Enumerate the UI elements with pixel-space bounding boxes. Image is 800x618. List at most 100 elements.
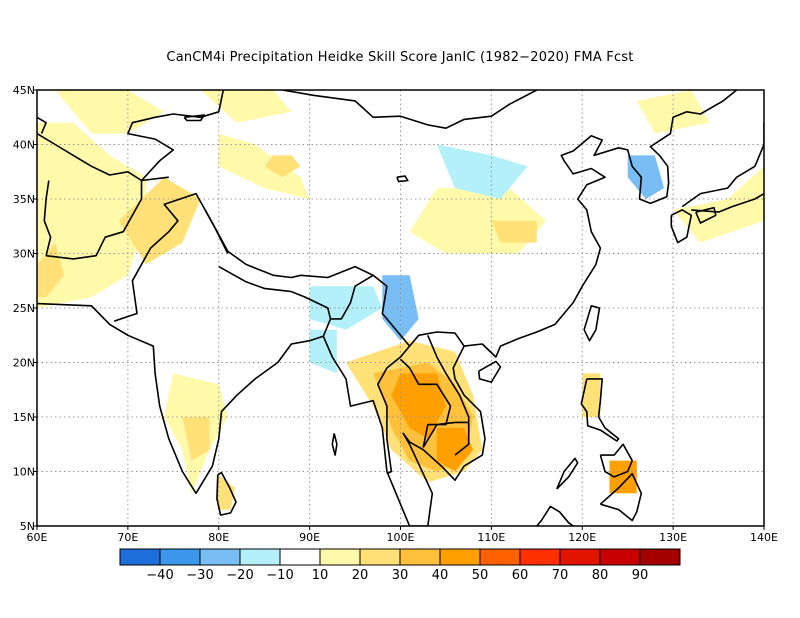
lat-tick-label: 30N	[13, 248, 35, 261]
coastline-iran-afghan	[43, 180, 52, 256]
colorbar-label: 70	[552, 568, 569, 583]
colorbar-swatch	[159, 548, 201, 566]
colorbar-swatch	[639, 548, 681, 566]
colorbar-swatch	[399, 548, 441, 566]
coastline-luzon	[580, 378, 620, 442]
colorbar-swatch	[599, 548, 641, 566]
colorbar-swatch	[559, 548, 601, 566]
lon-tick-label: 100E	[387, 531, 415, 544]
coastline-srilanka-coast	[216, 471, 237, 516]
colorbar-label: 90	[632, 568, 649, 583]
colorbar-swatch	[479, 548, 521, 566]
coastlines-and-borders	[37, 90, 764, 526]
skill-region-ne-china	[636, 90, 710, 134]
coastline-mongolia-china	[282, 90, 538, 129]
coastline-shikoku	[695, 206, 717, 224]
colorbar-swatch	[359, 548, 401, 566]
lon-tick-label: 60E	[27, 531, 48, 544]
lat-tick-label: 10N	[13, 466, 35, 479]
coastline-japan-south	[691, 192, 764, 213]
lat-tick-label: 20N	[13, 357, 35, 370]
coastline-visayas	[599, 443, 634, 478]
lon-tick-label: 80E	[208, 531, 229, 544]
coastline-afghan-pak	[46, 176, 169, 260]
coastline-nepal-south	[218, 265, 292, 293]
colorbar-swatch	[439, 548, 481, 566]
skill-region-japan	[673, 166, 764, 243]
coastline-taiwan	[583, 304, 601, 342]
colorbar-swatch	[519, 548, 561, 566]
lat-tick-label: 45N	[13, 84, 35, 97]
grid-lines	[37, 90, 764, 526]
coastline-japan-kyushu	[670, 209, 693, 244]
skill-region-tibet-blue	[309, 286, 383, 330]
skill-region-philippines	[582, 373, 601, 417]
coastline-myanmar-india	[330, 274, 374, 320]
coastline-laos-vietnam	[427, 334, 470, 456]
skill-region-yunnan-blue	[382, 275, 419, 341]
colorbar-swatch	[119, 548, 161, 566]
colorbar-label: 80	[592, 568, 609, 583]
coastline-asia-mainland	[37, 90, 738, 526]
colorbar-label: −40	[146, 568, 173, 583]
lat-tick-label: 35N	[13, 193, 35, 206]
coastline-andaman	[331, 433, 338, 456]
colorbar-label: 10	[312, 568, 329, 583]
skill-region-indochina-deep	[391, 373, 446, 439]
skill-region-uzbek	[55, 90, 165, 134]
skill-region-mongolia	[200, 90, 292, 123]
colorbar: −40 −30 −20 −10 10 20 30 40 50 60 70 80 90	[119, 548, 681, 583]
colorbar-label: 60	[512, 568, 529, 583]
skill-region-srilanka	[216, 473, 236, 510]
lon-tick-label: 140E	[750, 531, 778, 544]
coastline-kazakh-china	[218, 90, 225, 112]
skill-region-iran-afghanistan	[37, 122, 147, 308]
coastline-hainan	[477, 360, 502, 383]
colorbar-label: 50	[472, 568, 489, 583]
lat-tick-label: 25N	[13, 302, 35, 315]
coastline-issyk	[183, 114, 205, 122]
colorbar-label: 30	[392, 568, 409, 583]
coastline-myanmar-china	[372, 274, 411, 347]
skill-region-philippines-south	[609, 460, 637, 494]
lat-tick-label: 15N	[13, 411, 35, 424]
colorbar-swatch	[199, 548, 241, 566]
skill-region-india-south-orange	[182, 417, 210, 461]
coastline-thai-laos	[399, 358, 452, 448]
colorbar-label: −30	[186, 568, 213, 583]
colorbar-label: 20	[352, 568, 369, 583]
skill-region-north-china-blue	[436, 144, 528, 199]
coastline-myanmar-thai	[376, 345, 411, 475]
coastline-borneo-north	[536, 505, 574, 526]
lon-tick-label: 120E	[568, 531, 596, 544]
map-title: CanCM4i Precipitation Heidke Skill Score…	[166, 50, 634, 65]
skill-region-iran-west-orange	[37, 242, 65, 298]
coastline-qinghai-lake	[396, 175, 409, 183]
skill-region-east-china	[491, 220, 537, 243]
lat-tick-label: 5N	[20, 520, 35, 533]
colorbar-label: 40	[432, 568, 449, 583]
skill-region-tibet-center	[264, 155, 301, 178]
colorbar-swatch	[239, 548, 281, 566]
coastline-caspian	[37, 116, 47, 134]
lat-tick-label: 40N	[13, 139, 35, 152]
skill-region-korea-blue	[627, 155, 664, 199]
lon-tick-label: 130E	[659, 531, 687, 544]
colorbar-swatch	[279, 548, 321, 566]
coastline-himalaya	[204, 209, 374, 279]
colorbar-swatch	[319, 548, 361, 566]
coastline-cambodia	[422, 421, 469, 448]
skill-region-cambodia-deep	[436, 427, 474, 472]
skill-score-fill-layer	[37, 90, 764, 510]
lon-tick-label: 110E	[477, 531, 505, 544]
coastline-mindanao	[599, 472, 643, 522]
coastline-japan-honshu	[681, 121, 764, 208]
lon-tick-label: 90E	[299, 531, 320, 544]
coastline-bangladesh	[291, 290, 332, 337]
colorbar-label: −10	[266, 568, 293, 583]
coastline-palawan	[556, 457, 579, 490]
lon-tick-label: 70E	[117, 531, 138, 544]
coastline-central-asia	[37, 111, 220, 182]
colorbar-label: −20	[226, 568, 253, 583]
